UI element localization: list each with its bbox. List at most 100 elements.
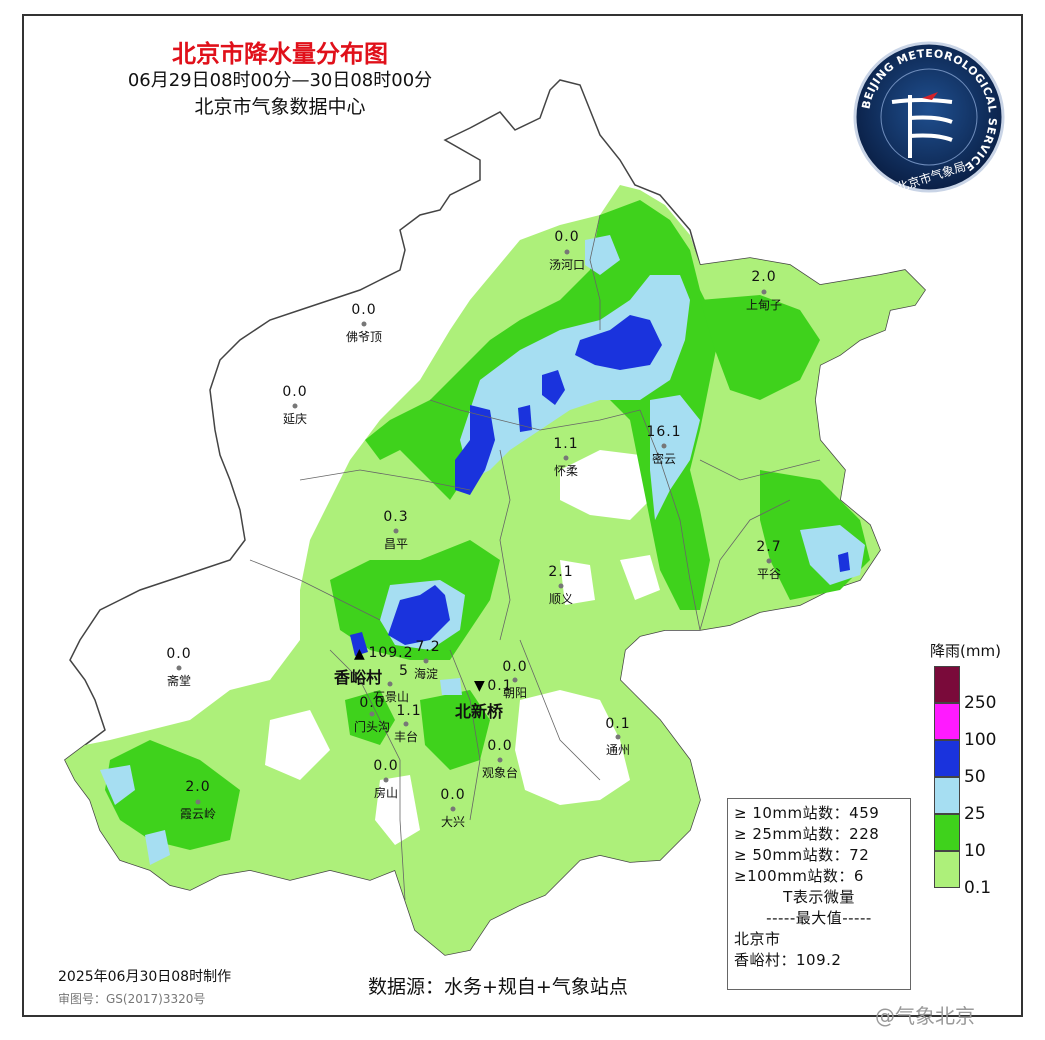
stats-max-header: -----最大值----- [766, 909, 872, 927]
min-value: 0.1 [487, 678, 513, 694]
map-source: 北京市气象数据中心 [194, 96, 366, 118]
station-dot [766, 558, 772, 564]
review-number: 审图号：GS(2017)3320号 [58, 992, 206, 1006]
station-dot [512, 677, 518, 683]
station-value: 2.0 [751, 269, 777, 285]
station-name: 密云 [651, 452, 677, 466]
stats-region: 北京市 [734, 930, 781, 948]
stats-row-10mm: ≥ 10mm站数：459 [734, 804, 880, 822]
station-value: 0.0 [351, 302, 377, 318]
station-dot [195, 799, 201, 805]
station-dot [393, 528, 399, 534]
station-name: 昌平 [383, 537, 409, 551]
max-marker-icon: ▲ [354, 646, 365, 662]
station-value: 7.2 [415, 639, 441, 655]
station-value: 0.0 [373, 758, 399, 774]
legend-tick-label: 50 [964, 767, 986, 787]
rain-area-50mm [575, 315, 662, 370]
stats-row-25mm: ≥ 25mm站数：228 [734, 825, 880, 843]
legend-tick-label: 100 [964, 730, 997, 750]
legend-swatch [934, 666, 960, 703]
station-dot [423, 658, 429, 664]
station-name: 霞云岭 [179, 807, 217, 821]
station-value: 2.1 [548, 564, 574, 580]
legend-tick-label: 10 [964, 841, 986, 861]
station-dot [615, 734, 621, 740]
station-value: 0.0 [502, 659, 528, 675]
legend-tick-label: 250 [964, 693, 997, 713]
legend-swatch [934, 814, 960, 851]
station-value: 0.0 [440, 787, 466, 803]
station-value: 2.7 [756, 539, 782, 555]
station-dot [563, 455, 569, 461]
station-name: 海淀 [413, 667, 439, 681]
legend-swatch [934, 740, 960, 777]
station-value: 0.0 [359, 695, 385, 711]
station-value: 0.1 [605, 716, 631, 732]
made-date: 2025年06月30日08时制作 [58, 969, 232, 985]
station-dot [761, 289, 767, 295]
station-value: 0.0 [554, 229, 580, 245]
stats-row-50mm: ≥ 50mm站数：72 [734, 846, 870, 864]
station-dot [176, 665, 182, 671]
station-dot [661, 443, 667, 449]
station-dot [497, 757, 503, 763]
station-name: 顺义 [548, 592, 574, 606]
station-dot [292, 403, 298, 409]
station-dot [383, 777, 389, 783]
max-station-label: 香峪村 [334, 668, 383, 687]
watermark: @气象北京 [875, 1004, 975, 1028]
station-name: 怀柔 [553, 464, 579, 478]
legend-tick-label: 25 [964, 804, 986, 824]
station-name: 朝阳 [502, 686, 528, 700]
min-marker-icon: ▼ [474, 678, 485, 694]
station-dot [361, 321, 367, 327]
precipitation-legend: 降雨(mm) 250 100 50 25 10 0.1 [930, 640, 1030, 940]
stats-max-line: 香峪村：109.2 [734, 951, 842, 969]
station-name: 通州 [605, 743, 631, 757]
min-station-label: 北新桥 [455, 702, 504, 721]
station-value: 0.0 [166, 646, 192, 662]
station-name: 平谷 [756, 567, 782, 581]
legend-swatch [934, 851, 960, 888]
legend-swatch [934, 777, 960, 814]
station-name: 上甸子 [745, 298, 783, 312]
station-name: 丰台 [393, 730, 419, 744]
station-dot [403, 721, 409, 727]
stats-row-100mm: ≥100mm站数：6 [734, 867, 864, 885]
station-value: 5 [399, 663, 409, 679]
district-boundaries [249, 214, 821, 901]
station-name: 延庆 [282, 412, 308, 426]
station-name: 房山 [373, 786, 399, 800]
station-value: 0.0 [487, 738, 513, 754]
station-name: 佛爷顶 [345, 330, 383, 344]
station-value: 0.3 [383, 509, 409, 525]
station-value: 0.0 [282, 384, 308, 400]
max-value: 109.2 [368, 645, 414, 661]
station-value: 16.1 [646, 424, 682, 440]
station-dot [387, 681, 393, 687]
station-value: 1.1 [553, 436, 579, 452]
legend-swatch [934, 703, 960, 740]
station-dot [564, 249, 570, 255]
station-name: 大兴 [440, 815, 466, 829]
station-dot [369, 711, 375, 717]
data-source: 数据源：水务+规自+气象站点 [368, 976, 628, 998]
station-dot [558, 583, 564, 589]
stats-trace-note: T表示微量 [783, 888, 855, 906]
station-stats-box: ≥ 10mm站数：459 ≥ 25mm站数：228 ≥ 50mm站数：72 ≥1… [727, 798, 911, 990]
map-title: 北京市降水量分布图 [172, 40, 388, 68]
station-name: 汤河口 [548, 258, 586, 272]
legend-tick-label: 0.1 [964, 878, 992, 898]
station-name: 观象台 [481, 766, 519, 780]
map-period: 06月29日08时00分—30日08时00分 [127, 70, 433, 91]
logo-emblem-icon [891, 95, 953, 158]
meteorological-service-logo: BEIJING METEOROLOGICAL SERVICE [853, 41, 1005, 193]
legend-title: 降雨(mm) [930, 642, 1001, 660]
station-value: 1.1 [396, 703, 422, 719]
station-value: 2.0 [185, 779, 211, 795]
station-name: 门头沟 [353, 720, 391, 734]
station-name: 斋堂 [166, 674, 192, 688]
station-dot [450, 806, 456, 812]
